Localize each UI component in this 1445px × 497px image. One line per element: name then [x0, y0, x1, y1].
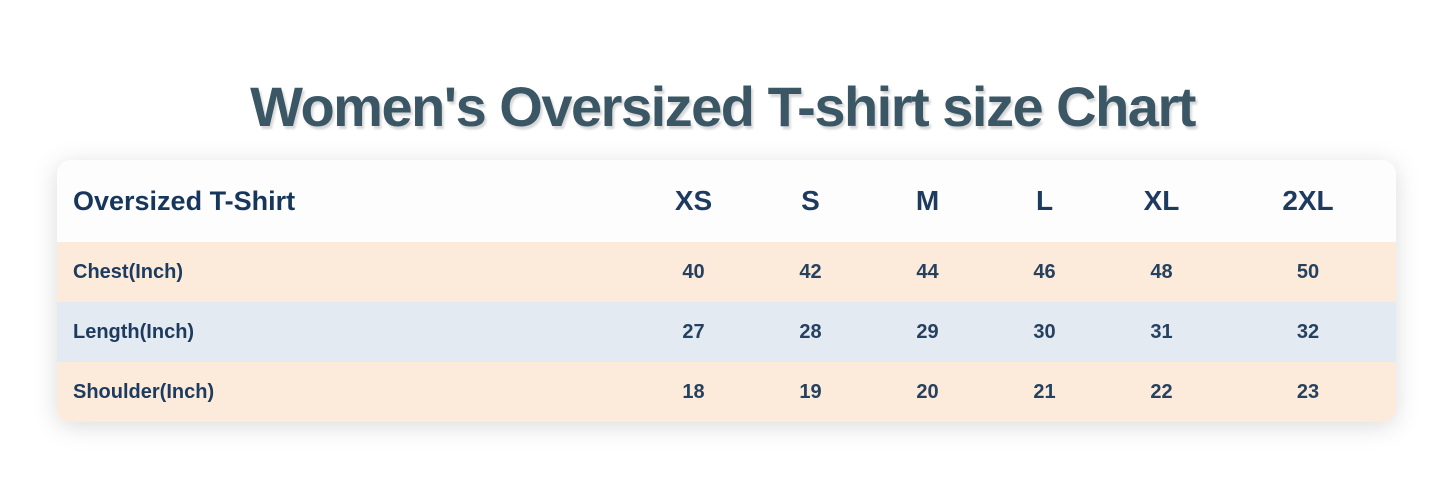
page-title: Women's Oversized T-shirt size Chart: [250, 75, 1196, 138]
value-cell: 48: [1150, 260, 1173, 283]
table-header-row: Oversized T-Shirt XS S M L XL 2XL: [57, 160, 1396, 242]
row-label: Chest(Inch): [73, 260, 183, 283]
value-cell: 30: [1033, 320, 1056, 343]
value-cell: 21: [1033, 380, 1056, 403]
value-cell: 44: [916, 260, 939, 283]
value-cell: 23: [1296, 380, 1320, 403]
row-label: Shoulder(Inch): [73, 380, 215, 403]
value-cell: 18: [682, 380, 705, 403]
value-cell: 20: [916, 380, 939, 403]
table-body: Chest(Inch) 40 42 44 46 48 50 Length(Inch) 27 28 2…: [57, 242, 1396, 422]
value-cell: 19: [799, 380, 822, 403]
row-label: Length(Inch): [73, 320, 195, 343]
value-cell: 31: [1150, 320, 1173, 343]
value-cell: 28: [799, 320, 822, 343]
value-cell: 50: [1296, 260, 1320, 283]
table-row: Shoulder(Inch) 18 19 20 21 22 23: [57, 362, 1396, 422]
table-row: Chest(Inch) 40 42 44 46 48 50: [57, 242, 1396, 302]
value-cell: 42: [799, 260, 822, 283]
value-cell: 46: [1033, 260, 1056, 283]
table-row: Length(Inch) 27 28 29 30 31 32: [57, 302, 1396, 362]
column-header-l: L: [1035, 185, 1054, 216]
value-cell: 40: [682, 260, 705, 283]
column-header-xl: XL: [1143, 185, 1180, 216]
table-header-label: Oversized T-Shirt: [73, 185, 296, 216]
value-cell: 27: [682, 320, 705, 343]
column-header-s: S: [801, 185, 820, 216]
column-header-2xl: 2XL: [1282, 185, 1334, 216]
size-chart-card: Oversized T-Shirt XS S M L XL 2XL Chest(Inch)…: [57, 160, 1396, 422]
value-cell: 32: [1296, 320, 1320, 343]
value-cell: 29: [916, 320, 939, 343]
column-header-m: M: [915, 185, 940, 216]
value-cell: 22: [1150, 380, 1173, 403]
column-header-xs: XS: [674, 185, 713, 216]
